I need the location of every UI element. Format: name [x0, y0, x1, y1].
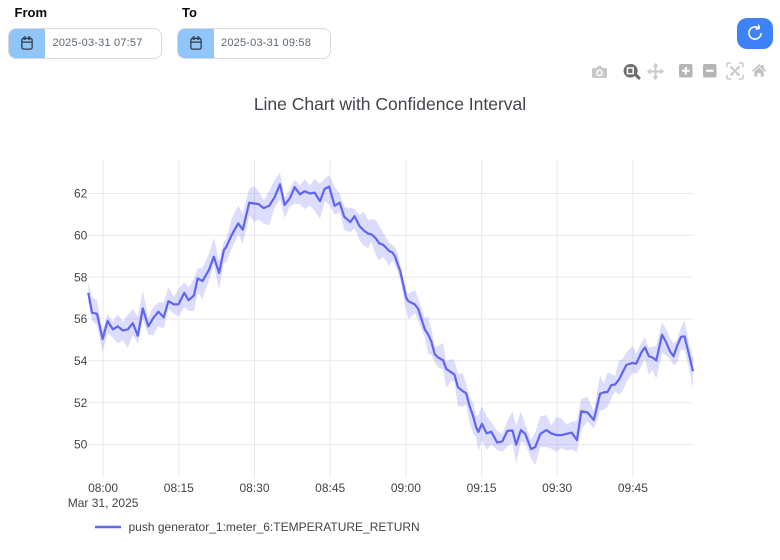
- svg-text:08:15: 08:15: [164, 481, 194, 495]
- svg-text:50: 50: [74, 438, 88, 452]
- svg-text:09:45: 09:45: [618, 481, 648, 495]
- svg-text:Line Chart with Confidence Int: Line Chart with Confidence Interval: [254, 94, 526, 114]
- svg-text:09:00: 09:00: [391, 481, 421, 495]
- svg-text:58: 58: [74, 270, 88, 284]
- svg-text:09:30: 09:30: [542, 481, 572, 495]
- svg-text:08:45: 08:45: [315, 481, 345, 495]
- svg-text:Mar 31, 2025: Mar 31, 2025: [68, 496, 139, 510]
- svg-text:09:15: 09:15: [467, 481, 497, 495]
- svg-text:push generator_1:meter_6:TEMPE: push generator_1:meter_6:TEMPERATURE_RET…: [129, 520, 420, 534]
- svg-text:08:00: 08:00: [88, 481, 118, 495]
- svg-text:62: 62: [74, 187, 88, 201]
- svg-text:60: 60: [74, 229, 88, 243]
- svg-text:52: 52: [74, 396, 88, 410]
- svg-text:08:30: 08:30: [239, 481, 269, 495]
- svg-text:56: 56: [74, 312, 88, 326]
- svg-text:54: 54: [74, 354, 88, 368]
